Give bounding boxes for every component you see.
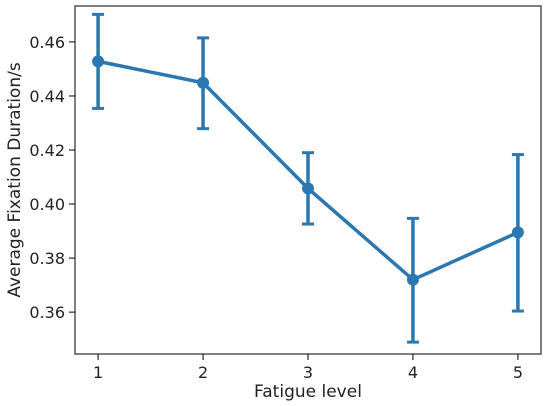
y-tick-label-3: 0.40 (29, 195, 65, 214)
x-axis-label: Fatigue level (254, 382, 362, 402)
data-point-5 (511, 226, 524, 239)
x-tick-label-2: 2 (198, 363, 208, 382)
y-axis-ticks: 0.36 0.38 0.40 0.42 0.44 0.46 (29, 33, 75, 322)
y-tick-label-4: 0.42 (29, 141, 65, 160)
y-tick-label-2: 0.38 (29, 249, 65, 268)
x-tick-label-3: 3 (303, 363, 313, 382)
data-point-2 (197, 76, 210, 89)
x-tick-label-4: 4 (408, 363, 418, 382)
y-tick-label-5: 0.44 (29, 87, 65, 106)
x-tick-label-5: 5 (513, 363, 523, 382)
data-points (92, 55, 524, 286)
y-tick-label-1: 0.36 (29, 303, 65, 322)
data-point-4 (406, 273, 419, 286)
plot-frame (74, 5, 542, 355)
data-point-1 (92, 55, 105, 68)
data-point-3 (302, 182, 314, 195)
x-axis-ticks: 1 2 3 4 5 (93, 354, 523, 382)
y-axis-label: Average Fixation Duration/s (5, 62, 25, 297)
y-tick-label-6: 0.46 (29, 33, 65, 52)
x-tick-label-1: 1 (93, 363, 103, 382)
